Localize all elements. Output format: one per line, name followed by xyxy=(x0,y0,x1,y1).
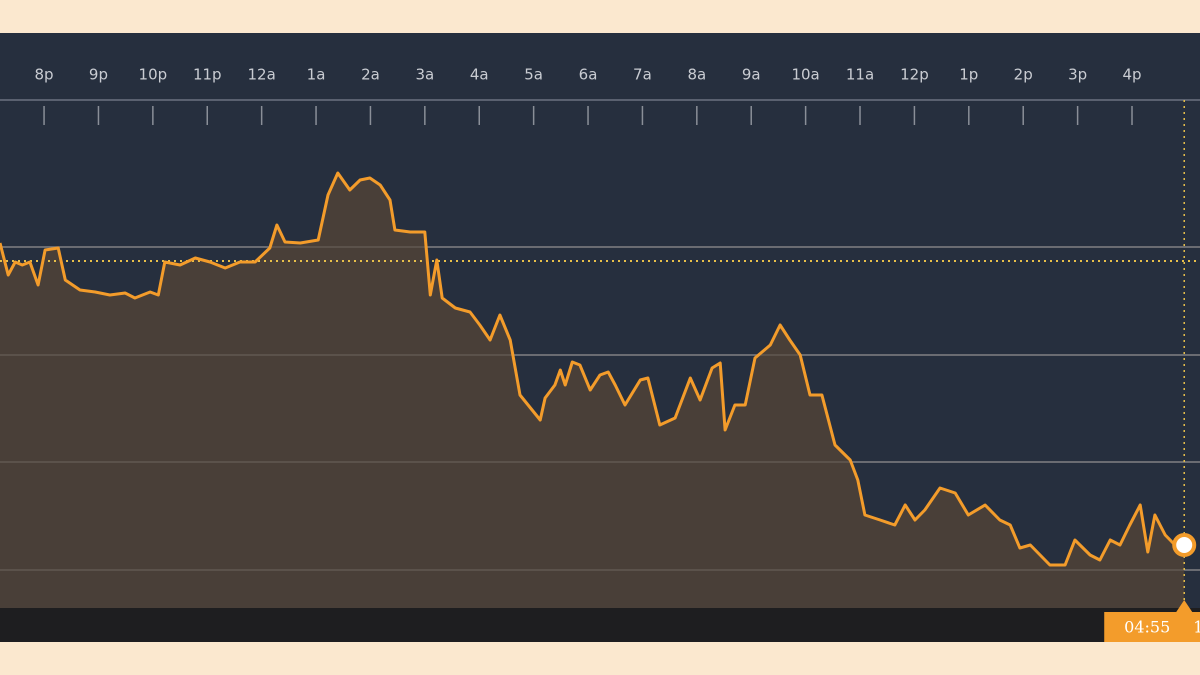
x-tick-label: 2a xyxy=(361,66,380,84)
x-tick-label: 10a xyxy=(791,66,819,84)
x-tick-label: 2p xyxy=(1014,66,1033,84)
end-label-box xyxy=(1104,612,1200,642)
x-tick-label: 12a xyxy=(248,66,276,84)
layer: 8p 9p 10p 11p 12a 1a 2a 3a 4a 5a 6a 7a 8a 9a 10a 11a 12p… xyxy=(0,66,1200,642)
x-tick-label: 8a xyxy=(687,66,706,84)
end-label: 04:55 xyxy=(1124,618,1170,637)
x-tick-label: 11p xyxy=(193,66,222,84)
x-tick-label: 3p xyxy=(1068,66,1087,84)
footer-bar xyxy=(0,608,1200,642)
x-tick-label: 4p xyxy=(1122,66,1141,84)
area xyxy=(0,173,1185,608)
x-tick-label: 12p xyxy=(900,66,929,84)
x-tick-label: 9a xyxy=(742,66,761,84)
x-tick-label: 1a xyxy=(307,66,326,84)
x-tick-label: 8p xyxy=(35,66,54,84)
x-tick-label: 10p xyxy=(139,66,168,84)
x-tick-label: 6a xyxy=(579,66,598,84)
price-line xyxy=(0,171,1185,567)
x-tick-label: 4a xyxy=(470,66,489,84)
x-tick-label: 3a xyxy=(415,66,434,84)
x-tick-label: 7a xyxy=(633,66,652,84)
x-tick-label: 11a xyxy=(846,66,874,84)
x-tick-label: 5a xyxy=(524,66,543,84)
end-value-label: 1 xyxy=(1193,618,1200,637)
end-label-pointer xyxy=(1176,600,1193,612)
x-tick-label: 1p xyxy=(959,66,978,84)
x-tick-label: 9p xyxy=(89,66,108,84)
last-point xyxy=(1172,533,1197,557)
